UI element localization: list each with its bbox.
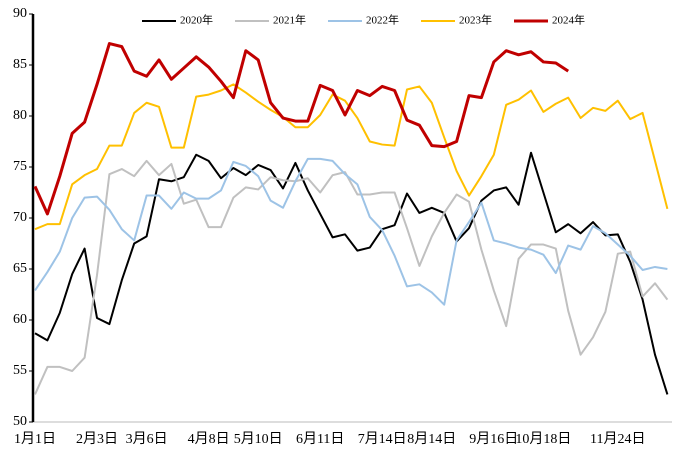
y-tick-label: 50 <box>13 414 27 429</box>
x-tick-label: 6月11日 <box>296 431 344 447</box>
series-line <box>34 157 668 306</box>
series-line <box>33 42 570 216</box>
x-tick-label: 3月6日 <box>126 431 168 447</box>
x-tick-label: 11月24日 <box>590 431 645 447</box>
y-tick-label: 65 <box>13 261 27 276</box>
x-tick-label: 9月16日 <box>469 431 518 447</box>
legend-label: 2021年 <box>273 13 306 27</box>
x-tick-label: 5月10日 <box>234 431 283 447</box>
legend-label: 2024年 <box>552 13 585 27</box>
legend-label: 2023年 <box>459 13 492 27</box>
legend-label: 2020年 <box>180 13 213 27</box>
x-tick-label: 10月18日 <box>515 431 571 447</box>
x-tick-label: 1月1日 <box>14 431 56 447</box>
y-tick-label: 80 <box>13 108 27 123</box>
series-line <box>34 159 669 395</box>
y-tick-label: 90 <box>13 6 27 21</box>
y-tick-label: 75 <box>13 159 27 174</box>
x-tick-label: 8月14日 <box>407 431 456 447</box>
series-line <box>34 151 669 395</box>
y-tick-label: 85 <box>13 57 27 72</box>
x-tick-label: 4月8日 <box>188 431 230 447</box>
y-tick-label: 70 <box>13 210 27 225</box>
series-line <box>34 83 669 231</box>
x-tick-label: 2月3日 <box>76 431 118 447</box>
legend-label: 2022年 <box>366 13 399 27</box>
y-tick-label: 60 <box>13 312 27 327</box>
x-tick-label: 7月14日 <box>358 431 407 447</box>
y-tick-label: 55 <box>13 363 27 378</box>
